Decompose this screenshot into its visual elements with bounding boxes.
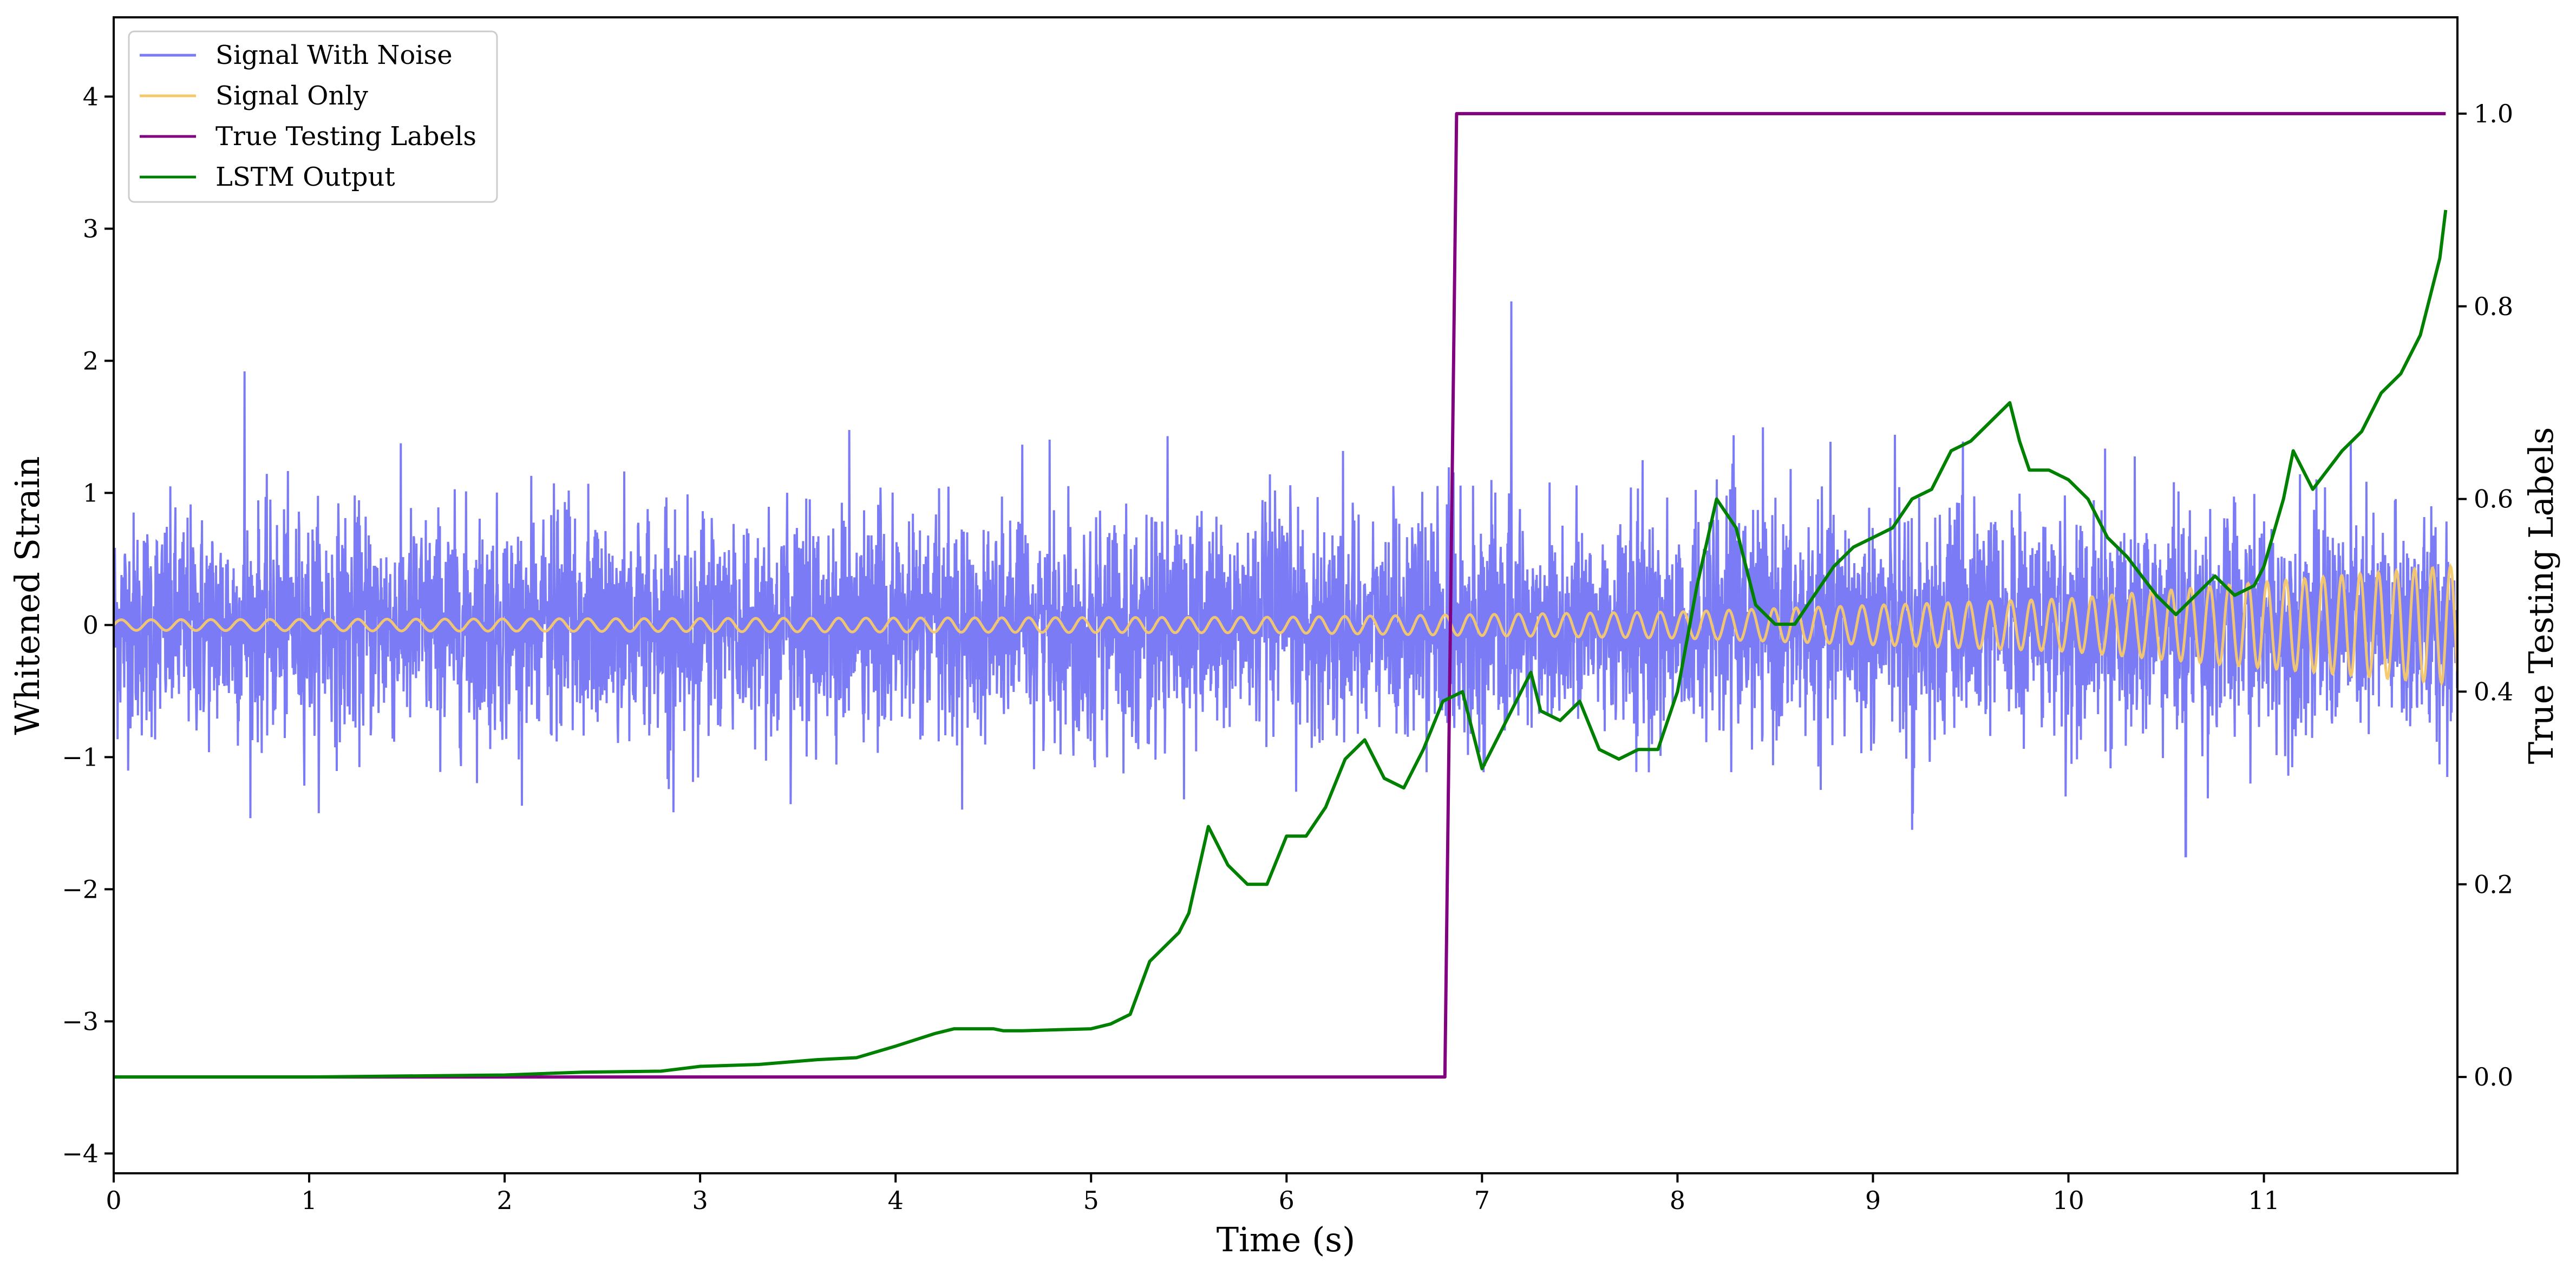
- series-true-testing-labels: [114, 112, 2446, 1079]
- x-tick-label: 6: [1279, 1186, 1294, 1215]
- legend-box: [128, 30, 498, 203]
- x-tick-label: 5: [1083, 1186, 1099, 1215]
- y-left-tick-label: 1: [83, 478, 99, 507]
- x-tick-label: 11: [2248, 1186, 2280, 1215]
- y-axis-right-label: True Testing Labels: [2521, 427, 2561, 765]
- series-signal-only: [114, 563, 2457, 687]
- legend-label-signal-only: Signal Only: [215, 81, 368, 111]
- x-tick-label: 0: [106, 1186, 121, 1215]
- lstm-output-line: [114, 210, 2448, 1079]
- legend: Signal With Noise Signal Only True Testi…: [128, 30, 498, 203]
- y-axis-right: 0.0 0.2 0.4 0.6 0.8 1.0: [2457, 99, 2513, 1092]
- y-right-tick-label: 0.4: [2474, 677, 2513, 706]
- y-left-tick-label: 4: [83, 82, 99, 111]
- y-right-tick-label: 0.6: [2474, 485, 2513, 514]
- x-tick-label: 9: [1865, 1186, 1881, 1215]
- series-lstm-output: [114, 210, 2448, 1079]
- signal-only-line: [114, 563, 2457, 687]
- x-tick-label: 10: [2052, 1186, 2084, 1215]
- plot-area: [114, 112, 2457, 1079]
- x-tick-label: 3: [692, 1186, 708, 1215]
- y-left-tick-label: 2: [83, 346, 99, 375]
- y-left-tick-label: −4: [62, 1139, 99, 1168]
- x-axis-label: Time (s): [1217, 1220, 1356, 1259]
- x-tick-label: 7: [1474, 1186, 1490, 1215]
- y-axis-left-label: Whitened Strain: [8, 456, 47, 735]
- true-testing-labels-line: [114, 112, 2446, 1079]
- signal-with-noise-line: [114, 301, 2457, 858]
- legend-label-true-testing-labels: True Testing Labels: [215, 121, 476, 152]
- y-right-tick-label: 1.0: [2474, 99, 2513, 128]
- x-tick-label: 8: [1670, 1186, 1685, 1215]
- x-tick-label: 4: [888, 1186, 904, 1215]
- y-right-tick-label: 0.8: [2474, 292, 2513, 321]
- y-axis-left: −4 −3 −2 −1 0 1 2 3 4: [62, 82, 114, 1168]
- y-left-tick-label: −3: [62, 1007, 99, 1036]
- y-right-tick-label: 0.2: [2474, 870, 2513, 899]
- series-signal-with-noise: [114, 301, 2457, 858]
- y-left-tick-label: −2: [62, 874, 99, 904]
- y-left-tick-label: −1: [62, 742, 99, 772]
- legend-label-lstm-output: LSTM Output: [215, 162, 395, 192]
- x-axis: 0 1 2 3 4 5 6 7 8 9 10 11: [106, 1173, 2280, 1215]
- y-left-tick-label: 0: [83, 610, 99, 639]
- x-tick-label: 2: [496, 1186, 512, 1215]
- y-left-tick-label: 3: [83, 214, 99, 243]
- x-tick-label: 1: [301, 1186, 317, 1215]
- legend-label-signal-with-noise: Signal With Noise: [215, 40, 453, 70]
- y-right-tick-label: 0.0: [2474, 1062, 2513, 1092]
